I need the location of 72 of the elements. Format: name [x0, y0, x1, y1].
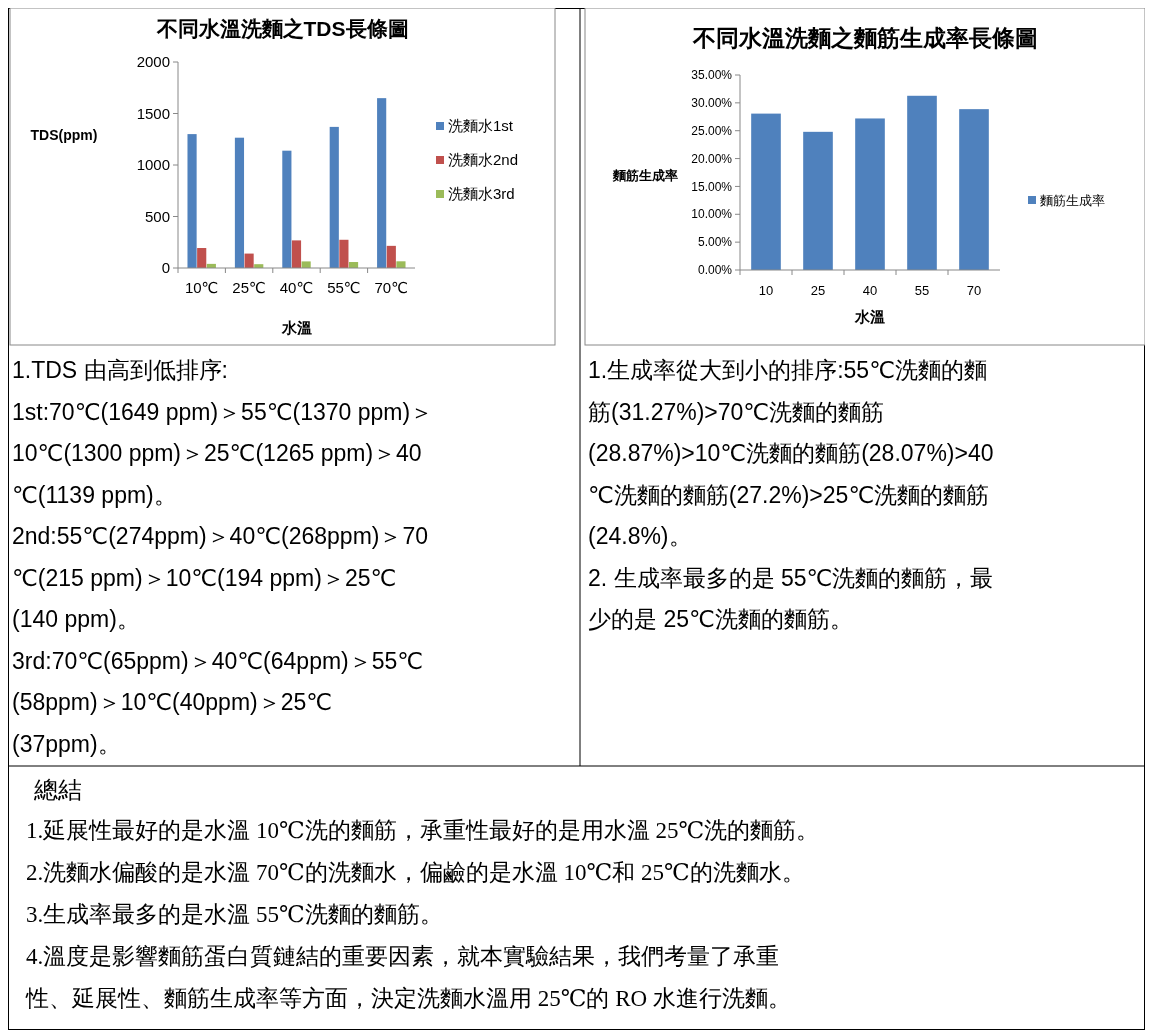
text: 1.生成率從大到小的排序:55℃洗麵的麵 — [588, 357, 987, 383]
x-tick-label: 70℃ — [374, 279, 409, 296]
bar — [197, 248, 207, 268]
x-tick-label: 10℃ — [184, 279, 219, 296]
y-tick-label: 5.00% — [697, 235, 733, 250]
x-tick-label: 25℃ — [232, 279, 266, 296]
bar — [234, 137, 245, 268]
bar — [803, 131, 833, 270]
y-tick-label: 1000 — [136, 156, 170, 174]
y-tick-label: 10.00% — [691, 207, 733, 222]
bar — [329, 126, 339, 268]
x-axis-title: 水溫 — [280, 319, 312, 336]
bar — [751, 113, 781, 270]
y-tick-label: 0.00% — [697, 263, 733, 278]
text: (28.87%)>10℃洗麵的麵筋(28.07%)>40 — [588, 440, 994, 466]
text: (140 ppm)。 — [12, 606, 140, 632]
y-tick-label: 500 — [144, 207, 170, 225]
y-tick-label: 30.00% — [691, 96, 733, 111]
chart-title: 不同水溫洗麵之TDS長條圖 — [155, 17, 409, 40]
text: 4.溫度是影響麵筋蛋白質鏈結的重要因素，就本實驗結果，我們考量了承重 — [26, 944, 780, 969]
bar — [282, 150, 292, 268]
bar — [959, 109, 989, 270]
text: ℃(215 ppm)＞10℃(194 ppm)＞25℃ — [12, 564, 397, 591]
y-tick-label: 20.00% — [691, 151, 733, 166]
y-axis-title: 麵筋生成率 — [611, 168, 678, 183]
x-tick-label: 55 — [914, 283, 930, 298]
bar — [187, 134, 197, 268]
legend-label: 洗麵水1st — [448, 117, 514, 135]
text: 3.生成率最多的是水溫 55℃洗麵的麵筋。 — [26, 902, 443, 927]
text: 少的是 25℃洗麵的麵筋。 — [588, 606, 853, 632]
text: 3rd:70℃(65ppm)＞40℃(64ppm)＞55℃ — [12, 647, 424, 674]
bar — [855, 118, 885, 270]
y-tick-label: 2000 — [136, 53, 170, 71]
bar — [339, 239, 349, 268]
x-tick-label: 40 — [862, 283, 878, 298]
text: 10℃(1300 ppm)＞25℃(1265 ppm)＞40 — [12, 440, 422, 466]
text: 筋(31.27%)>70℃洗麵的麵筋 — [588, 398, 885, 425]
text: ℃(1139 ppm)。 — [12, 481, 177, 508]
y-tick-label: 0 — [161, 259, 170, 277]
text: 2.洗麵水偏酸的是水溫 70℃的洗麵水，偏鹼的是水溫 10℃和 25℃的洗麵水。 — [26, 860, 805, 885]
text: 總結 — [33, 777, 82, 803]
text: 2nd:55℃(274ppm)＞40℃(268ppm)＞70 — [12, 523, 429, 549]
bar — [301, 261, 311, 268]
legend-label: 洗麵水2nd — [448, 151, 519, 169]
text: 性、延展性、麵筋生成率等方面，決定洗麵水溫用 25℃的 RO 水進行洗麵。 — [25, 986, 791, 1011]
y-tick-label: 25.00% — [691, 123, 733, 138]
bar — [377, 98, 387, 268]
y-tick-label: 1500 — [136, 104, 170, 122]
bar — [291, 240, 302, 268]
x-tick-label: 70 — [966, 283, 982, 298]
text: (58ppm)＞10℃(40ppm)＞25℃ — [12, 689, 333, 715]
text: 1.TDS 由高到低排序: — [12, 357, 228, 383]
bar — [386, 245, 396, 268]
x-tick-label: 55℃ — [327, 279, 361, 296]
bar — [907, 95, 937, 270]
x-axis-title: 水溫 — [854, 308, 885, 325]
y-tick-label: 35.00% — [691, 68, 733, 83]
legend-label: 麵筋生成率 — [1040, 192, 1105, 208]
text: (37ppm)。 — [12, 730, 121, 757]
chart-title: 不同水溫洗麵之麵筋生成率長條圖 — [691, 25, 1038, 51]
text: 2. 生成率最多的是 55℃洗麵的麵筋，最 — [588, 564, 994, 591]
text: (24.8%)。 — [588, 523, 692, 549]
x-tick-label: 40℃ — [279, 279, 314, 296]
y-tick-label: 15.00% — [691, 179, 733, 194]
legend-label: 洗麵水3rd — [448, 185, 515, 203]
y-axis-title: TDS(ppm) — [30, 127, 98, 143]
x-tick-label: 25 — [810, 283, 826, 298]
text: ℃洗麵的麵筋(27.2%)>25℃洗麵的麵筋 — [588, 481, 990, 508]
text: 1st:70℃(1649 ppm)＞55℃(1370 ppm)＞ — [12, 398, 434, 425]
x-tick-label: 10 — [758, 283, 774, 298]
text: 1.延展性最好的是水溫 10℃洗的麵筋，承重性最好的是用水溫 25℃洗的麵筋。 — [26, 818, 820, 843]
bar — [396, 261, 406, 268]
